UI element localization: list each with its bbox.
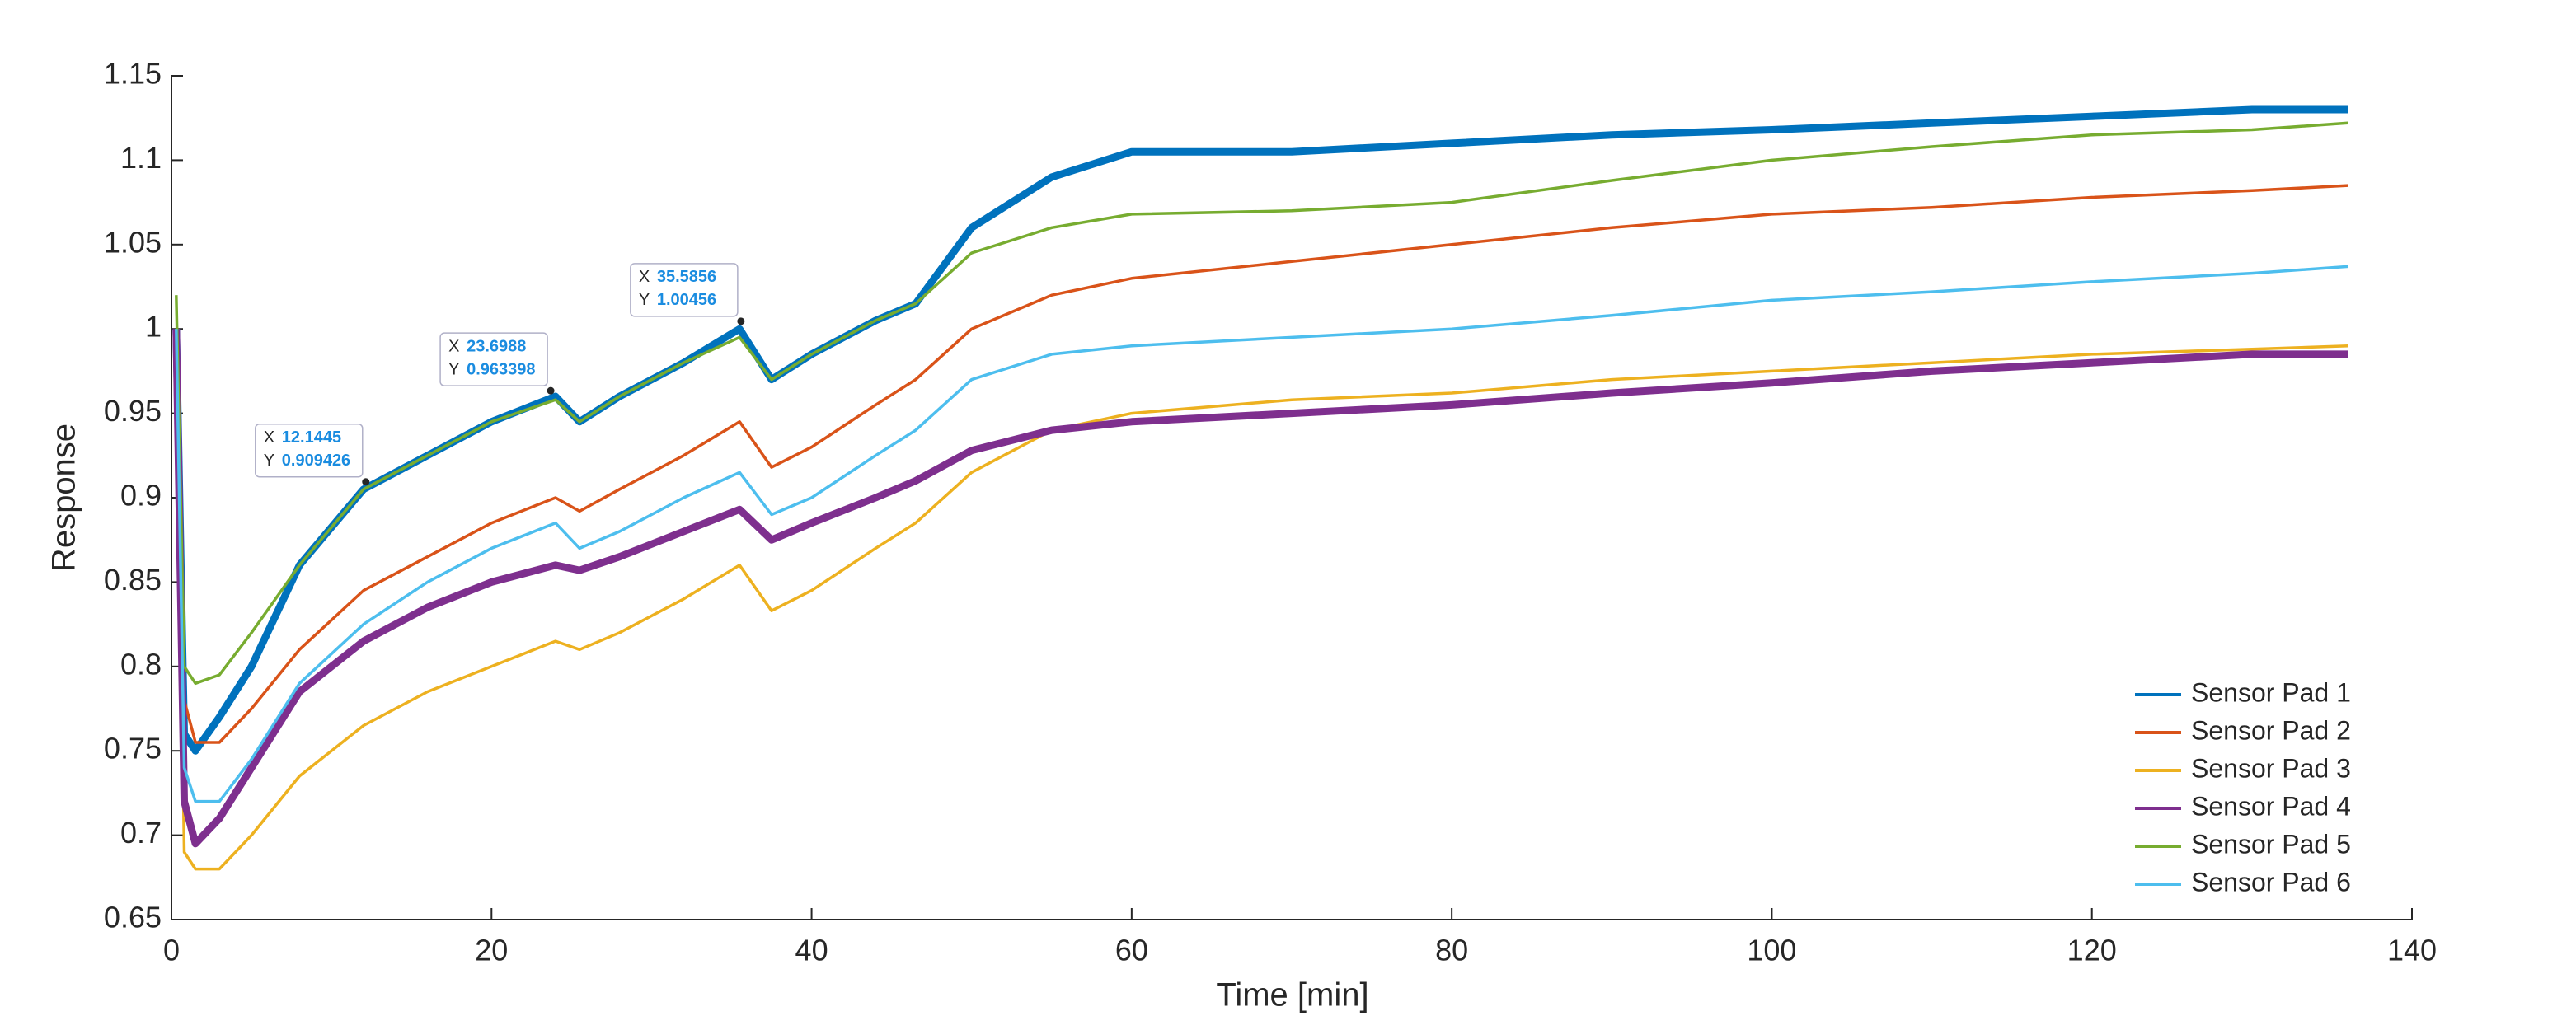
x-tick-label: 60 — [1115, 934, 1148, 967]
data-tip-key: X — [639, 268, 650, 286]
data-tip-point — [362, 478, 370, 486]
x-tick-label: 100 — [1747, 934, 1796, 967]
data-tip-key: Y — [264, 452, 274, 470]
data-tip-box — [439, 332, 548, 386]
series-line — [175, 121, 2348, 686]
data-tip-x: 12.1445 — [282, 428, 341, 447]
data-tip-x: 35.5856 — [657, 268, 716, 286]
series-line — [175, 329, 2348, 871]
x-tick-label: 20 — [475, 934, 508, 967]
data-tip: X 12.1445 Y 0.909426 — [255, 423, 370, 486]
y-axis-label: Response — [46, 424, 82, 572]
x-tick-label: 0 — [163, 934, 180, 967]
y-tick-label: 0.85 — [104, 563, 162, 597]
data-tip: X 35.5856 Y 1.00456 — [630, 263, 745, 325]
y-tick-label: 1.15 — [104, 57, 162, 91]
legend-label: Sensor Pad 1 — [2191, 677, 2351, 707]
y-tick-label: 0.7 — [120, 816, 162, 850]
x-tick-label: 80 — [1435, 934, 1468, 967]
data-tip: X 23.6988 Y 0.963398 — [439, 332, 555, 395]
legend-label: Sensor Pad 4 — [2191, 791, 2351, 821]
data-tip-point — [737, 317, 745, 325]
data-tip-box — [630, 263, 739, 317]
data-tip-y: 1.00456 — [657, 291, 716, 309]
legend-label: Sensor Pad 6 — [2191, 867, 2351, 897]
y-tick-label: 1.05 — [104, 225, 162, 259]
data-tip-key: X — [264, 428, 274, 447]
series-line — [172, 105, 2348, 755]
legend-label: Sensor Pad 3 — [2191, 753, 2351, 783]
y-tick-label: 0.95 — [104, 394, 162, 428]
data-tip-y: 0.963398 — [467, 360, 535, 378]
series-line — [172, 329, 2348, 848]
data-tip-x: 23.6988 — [467, 337, 526, 355]
legend-box — [2123, 667, 2404, 911]
y-tick-label: 1 — [145, 310, 162, 344]
y-tick-label: 0.65 — [104, 901, 162, 934]
data-tip-point — [547, 386, 555, 395]
data-tip-key: Y — [448, 360, 459, 378]
y-tick-label: 0.8 — [120, 647, 162, 681]
y-tick-label: 1.1 — [120, 141, 162, 175]
legend-label: Sensor Pad 5 — [2191, 829, 2351, 859]
legend-label: Sensor Pad 2 — [2191, 715, 2351, 745]
x-tick-label: 40 — [795, 934, 828, 967]
series-line — [175, 184, 2348, 744]
data-tip-box — [255, 423, 364, 478]
y-tick-label: 0.75 — [104, 732, 162, 765]
y-tick-label: 0.9 — [120, 479, 162, 513]
series-line — [175, 265, 2348, 803]
data-tip-key: Y — [639, 291, 650, 309]
x-tick-label: 120 — [2067, 934, 2117, 967]
data-tip-key: X — [448, 337, 459, 355]
x-tick-label: 140 — [2387, 934, 2437, 967]
x-axis-label: Time [min] — [1216, 977, 1368, 1014]
data-tip-y: 0.909426 — [282, 452, 350, 470]
